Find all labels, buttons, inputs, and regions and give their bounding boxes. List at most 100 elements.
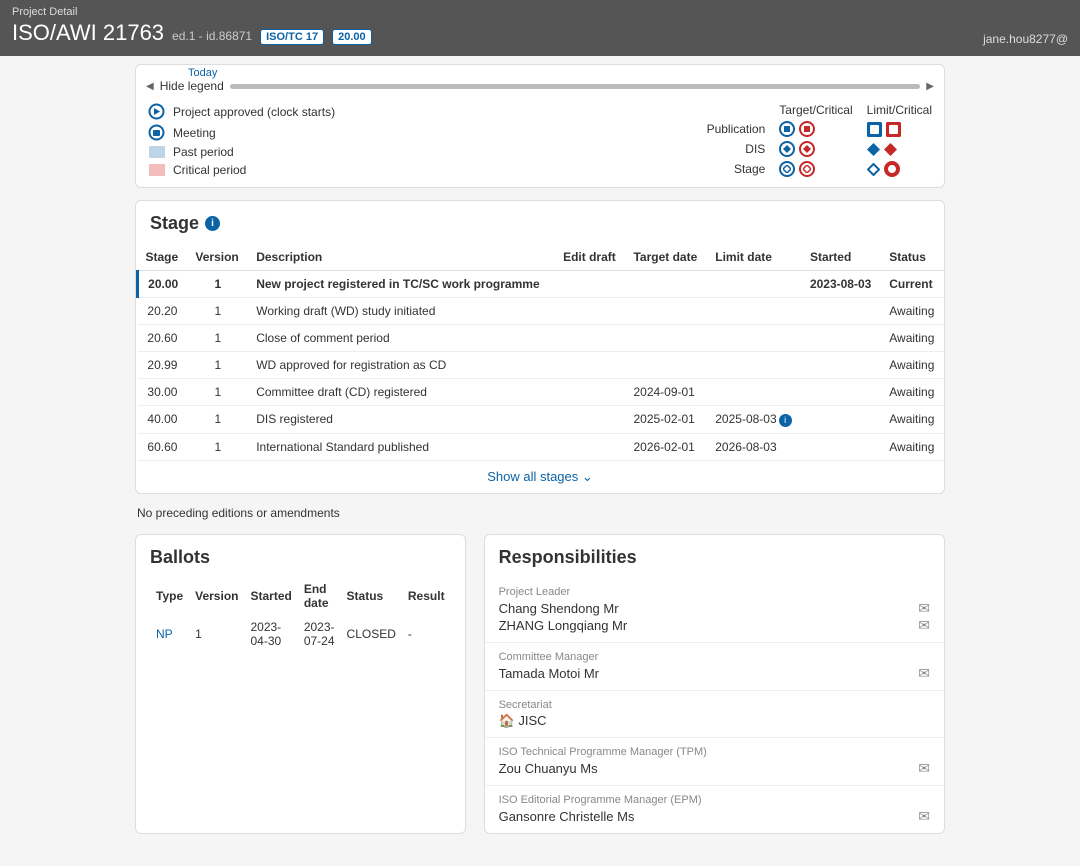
stage-header-0: Stage bbox=[138, 244, 188, 271]
resp-label: ISO Technical Programme Manager (TPM) bbox=[499, 746, 930, 758]
stage-header-3: Edit draft bbox=[555, 244, 625, 271]
critical-swatch bbox=[148, 164, 165, 176]
stage-cell-limit bbox=[707, 271, 802, 298]
mail-icon[interactable]: ✉ bbox=[918, 600, 930, 617]
responsibilities-body: Project LeaderChang Shendong Mr✉ZHANG Lo… bbox=[485, 578, 944, 833]
stage-cell-target: 2026-02-01 bbox=[625, 433, 707, 460]
stage-cell-status: Awaiting bbox=[881, 433, 944, 460]
hide-legend-row: ◀ Hide legend ▶ bbox=[136, 79, 944, 97]
resp-item: Committee ManagerTamada Motoi Mr✉ bbox=[485, 642, 944, 690]
stage-row[interactable]: 30.001Committee draft (CD) registered202… bbox=[138, 379, 945, 406]
stage-cell-ver: 1 bbox=[187, 325, 248, 352]
resp-name: ZHANG Longqiang Mr bbox=[499, 618, 628, 633]
info-icon[interactable]: i bbox=[205, 216, 220, 231]
resp-name: Zou Chuanyu Ms bbox=[499, 761, 598, 776]
timeline-slider[interactable] bbox=[230, 84, 921, 89]
today-label: Today bbox=[136, 65, 944, 79]
stage-cell-stage: 20.20 bbox=[138, 298, 188, 325]
stage-cell-started: 2023-08-03 bbox=[802, 271, 881, 298]
stage-cell-target bbox=[625, 325, 707, 352]
stage-cell-edit bbox=[555, 271, 625, 298]
legend-past-label: Past period bbox=[173, 145, 234, 159]
legend-panel: Today ◀ Hide legend ▶ Project approved (… bbox=[135, 64, 945, 188]
ballot-result: - bbox=[402, 616, 451, 652]
stage-row[interactable]: 20.601Close of comment period Awaiting bbox=[138, 325, 945, 352]
header-left: Project Detail ISO/AWI 21763 ed.1 - id.8… bbox=[12, 6, 372, 46]
stage-header-4: Target date bbox=[625, 244, 707, 271]
resp-label: Project Leader bbox=[499, 586, 930, 598]
stage-cell-started bbox=[802, 433, 881, 460]
legend-critical-label: Critical period bbox=[173, 163, 246, 177]
stage-cell-desc: Close of comment period bbox=[248, 325, 555, 352]
col-target-critical: Target/Critical bbox=[779, 103, 852, 117]
stage-cell-limit bbox=[707, 379, 802, 406]
mail-icon[interactable]: ✉ bbox=[918, 760, 930, 777]
stage-cell-stage: 30.00 bbox=[138, 379, 188, 406]
legend-approved-label: Project approved (clock starts) bbox=[173, 105, 335, 119]
row-publication: Publication bbox=[707, 122, 766, 136]
dis-lc-icons bbox=[867, 143, 932, 156]
stage-cell-status: Awaiting bbox=[881, 352, 944, 379]
stage-row[interactable]: 40.001DIS registered2025-02-012025-08-03… bbox=[138, 406, 945, 434]
dis-tc-icons bbox=[779, 141, 852, 157]
stage-row[interactable]: 20.001New project registered in TC/SC wo… bbox=[138, 271, 945, 298]
caret-right-icon: ▶ bbox=[926, 81, 934, 92]
pub-lc-icons bbox=[867, 122, 932, 137]
stage-cell-ver: 1 bbox=[187, 352, 248, 379]
stage-cell-status: Awaiting bbox=[881, 325, 944, 352]
resp-item: ISO Technical Programme Manager (TPM) Zou… bbox=[485, 737, 944, 785]
stage-tc-icons bbox=[779, 161, 852, 177]
resp-label: ISO Editorial Programme Manager (EPM) bbox=[499, 794, 930, 806]
stage-cell-desc: DIS registered bbox=[248, 406, 555, 434]
project-detail-label: Project Detail bbox=[12, 6, 372, 18]
responsibilities-panel: Responsibilities Project LeaderChang She… bbox=[484, 534, 945, 834]
hide-legend-toggle[interactable]: Hide legend bbox=[160, 79, 224, 93]
user-email[interactable]: jane.hou8277@ bbox=[983, 32, 1068, 46]
stage-header-7: Status bbox=[881, 244, 944, 271]
stage-row[interactable]: 60.601International Standard published 20… bbox=[138, 433, 945, 460]
play-icon bbox=[148, 103, 165, 120]
ballot-type-link[interactable]: NP bbox=[150, 616, 189, 652]
caret-left-icon: ◀ bbox=[146, 81, 154, 92]
calendar-icon bbox=[148, 124, 165, 141]
mail-icon[interactable]: ✉ bbox=[918, 665, 930, 682]
page-header: Project Detail ISO/AWI 21763 ed.1 - id.8… bbox=[0, 0, 1080, 56]
stage-cell-ver: 1 bbox=[187, 406, 248, 434]
ballots-header-0: Type bbox=[150, 578, 189, 616]
resp-item: ISO Editorial Programme Manager (EPM) Gan… bbox=[485, 785, 944, 833]
resp-label: Secretariat bbox=[499, 699, 930, 711]
ballots-table: TypeVersionStartedEnd dateStatusResult N… bbox=[150, 578, 451, 652]
resp-name-row: Gansonre Christelle Ms✉ bbox=[499, 808, 930, 825]
ballots-header-1: Version bbox=[189, 578, 244, 616]
chevron-down-icon: ⌄ bbox=[582, 469, 593, 484]
stage-cell-edit bbox=[555, 379, 625, 406]
badge-stage[interactable]: 20.00 bbox=[332, 29, 372, 45]
resp-item: Project LeaderChang Shendong Mr✉ZHANG Lo… bbox=[485, 578, 944, 642]
stage-cell-ver: 1 bbox=[187, 298, 248, 325]
stage-cell-desc: International Standard published bbox=[248, 433, 555, 460]
stage-cell-edit bbox=[555, 298, 625, 325]
stage-row[interactable]: 20.201Working draft (WD) study initiated… bbox=[138, 298, 945, 325]
stage-cell-stage: 60.60 bbox=[138, 433, 188, 460]
ballots-header-3: End date bbox=[298, 578, 341, 616]
stage-row[interactable]: 20.991WD approved for registration as CD… bbox=[138, 352, 945, 379]
legend-left: Project approved (clock starts) Meeting … bbox=[148, 103, 335, 177]
stage-cell-limit: 2026-08-03 bbox=[707, 433, 802, 460]
stage-cell-status: Awaiting bbox=[881, 298, 944, 325]
legend-meeting: Meeting bbox=[148, 124, 335, 141]
resp-name: Tamada Motoi Mr bbox=[499, 666, 599, 681]
stage-cell-limit bbox=[707, 325, 802, 352]
stage-cell-ver: 1 bbox=[187, 271, 248, 298]
legend-past: Past period bbox=[148, 145, 335, 159]
mail-icon[interactable]: ✉ bbox=[918, 617, 930, 634]
badge-committee[interactable]: ISO/TC 17 bbox=[260, 29, 324, 45]
mail-icon[interactable]: ✉ bbox=[918, 808, 930, 825]
stage-cell-target bbox=[625, 271, 707, 298]
ballots-header-4: Status bbox=[341, 578, 402, 616]
limit-info-icon[interactable]: i bbox=[779, 414, 792, 427]
resp-name-row: 🏠 JISC bbox=[499, 713, 930, 729]
stage-cell-ver: 1 bbox=[187, 433, 248, 460]
show-all-stages[interactable]: Show all stages ⌄ bbox=[136, 461, 944, 493]
stage-cell-stage: 20.60 bbox=[138, 325, 188, 352]
stage-cell-started bbox=[802, 379, 881, 406]
